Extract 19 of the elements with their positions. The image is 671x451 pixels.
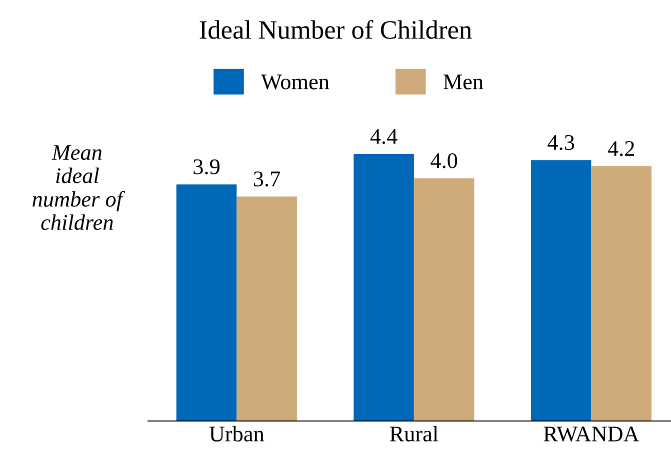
data-label: 4.0	[430, 153, 458, 168]
x-tick-label: RWANDA	[544, 426, 640, 442]
bar	[414, 178, 474, 421]
bar	[354, 154, 414, 421]
x-tick-label: Rural	[390, 426, 438, 442]
x-tick-label: Urban	[209, 426, 264, 442]
legend-label: Women	[260, 74, 330, 90]
bar	[236, 196, 297, 421]
data-label: 4.2	[608, 141, 634, 156]
data-label: 4.3	[548, 135, 574, 150]
bar	[591, 166, 652, 421]
legend-label: Men	[443, 74, 484, 90]
y-axis-title: Mean ideal number of children	[32, 145, 126, 230]
data-label: 3.9	[194, 159, 220, 174]
chart-title: Ideal Number of Children	[200, 20, 472, 39]
bar	[176, 184, 237, 421]
data-label: 3.7	[254, 171, 280, 187]
bar	[530, 160, 592, 421]
data-label: 4.4	[370, 129, 398, 144]
